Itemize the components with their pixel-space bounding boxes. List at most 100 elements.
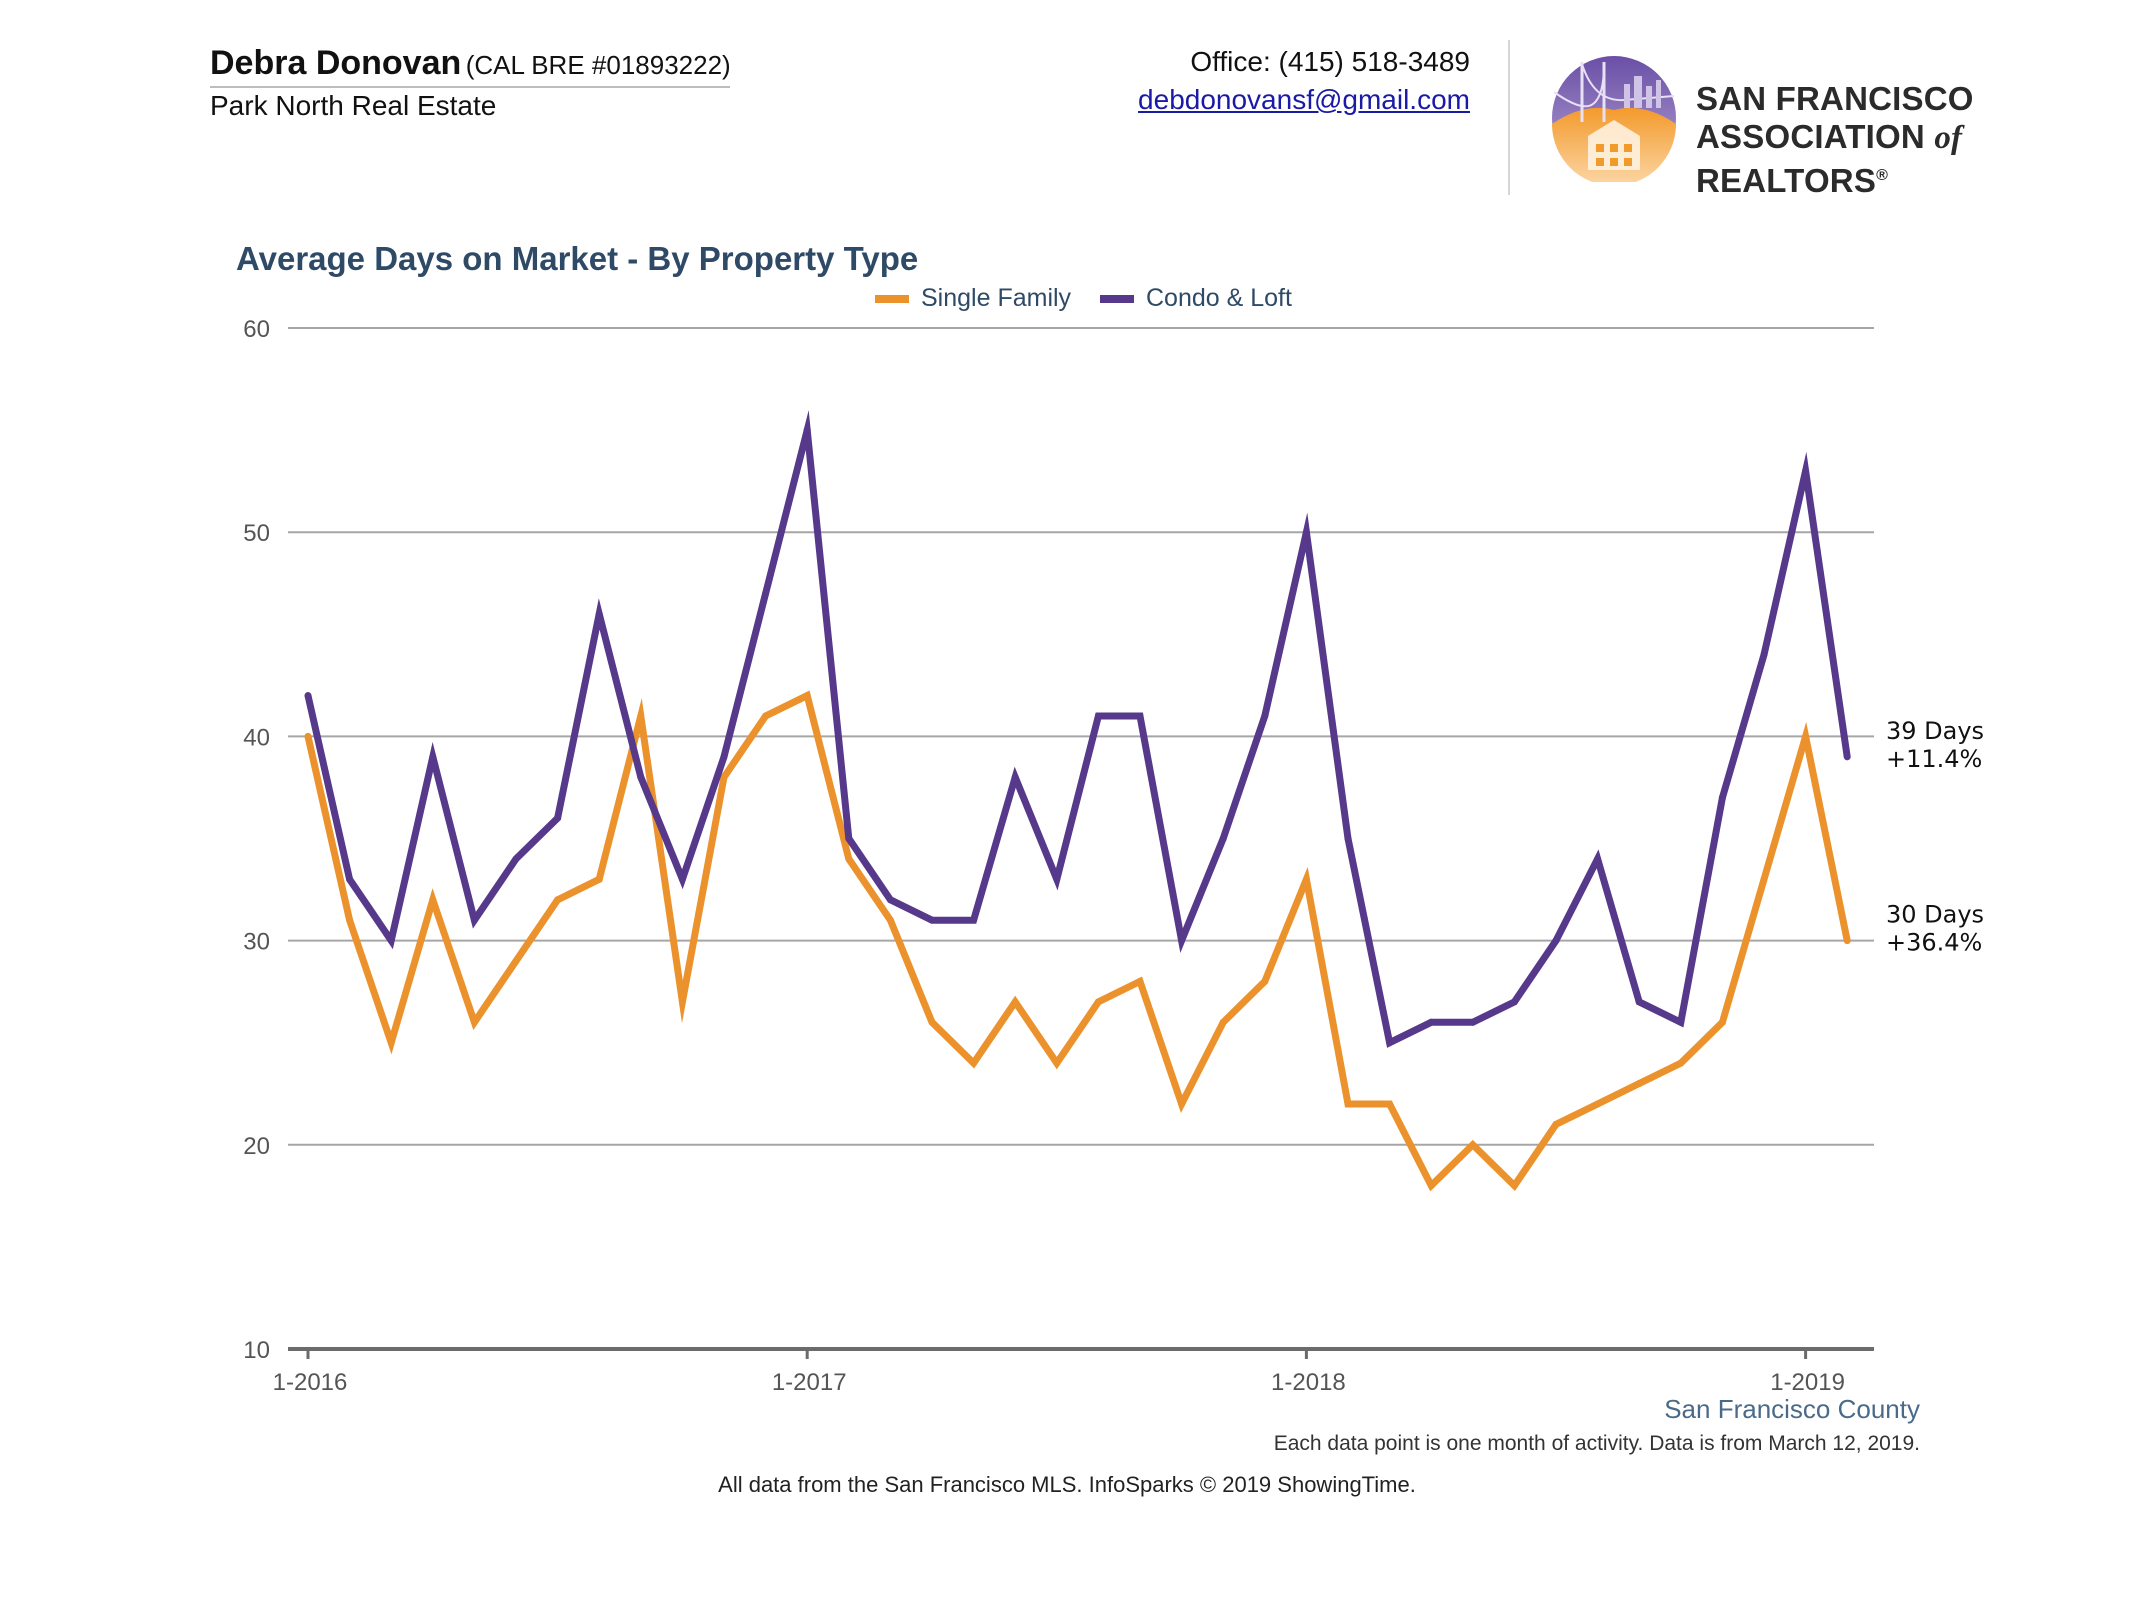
office-phone: Office: (415) 518-3489 <box>1190 46 1470 77</box>
data-point <box>1760 875 1768 883</box>
data-point <box>1427 1182 1435 1190</box>
data-point <box>1053 875 1061 883</box>
end-label-change: +36.4% <box>1886 929 1982 957</box>
data-point <box>678 998 686 1006</box>
legend-label-single-family: Single Family <box>921 284 1072 312</box>
data-point <box>595 875 603 883</box>
data-point <box>886 896 894 904</box>
series-line-single-family <box>304 690 1851 1192</box>
org-name-realtors: REALTORS <box>1696 162 1877 199</box>
data-point <box>1136 712 1144 720</box>
data-point <box>1178 1100 1186 1108</box>
data-point <box>429 753 437 761</box>
data-point <box>1635 1080 1643 1088</box>
legend-item-condo-loft: Condo & Loft <box>1100 284 1292 313</box>
data-point <box>1677 1018 1685 1026</box>
contact-info: Office: (415) 518-3489 debdonovansf@gmai… <box>1138 46 1470 116</box>
end-label-change: +11.4% <box>1886 745 1982 773</box>
x-tick-label: 1-2019 <box>1770 1369 1845 1396</box>
data-point <box>845 835 853 842</box>
data-point <box>595 610 603 618</box>
sfar-logo-icon <box>1552 56 1676 182</box>
data-point <box>554 896 562 904</box>
data-point <box>512 855 520 863</box>
data-point <box>845 855 853 863</box>
series-line-condo-loft <box>304 410 1851 1048</box>
org-name-association: ASSOCIATION <box>1696 118 1935 155</box>
data-point <box>1677 1059 1685 1067</box>
data-point <box>1510 998 1518 1006</box>
data-point <box>387 937 395 945</box>
data-point <box>470 1018 478 1026</box>
org-name: SAN FRANCISCO ASSOCIATION of REALTORS® <box>1696 80 2134 200</box>
chart-legend: Single Family Condo & Loft <box>0 284 2134 318</box>
data-point <box>429 896 437 904</box>
data-point <box>346 875 354 883</box>
chart-title: Average Days on Market - By Property Typ… <box>236 240 919 277</box>
org-name-line1: SAN FRANCISCO <box>1696 80 1974 117</box>
data-point <box>678 875 686 883</box>
end-label-days: 39 Days <box>1886 717 1984 745</box>
data-point <box>1386 1039 1394 1047</box>
agent-info: Debra Donovan (CAL BRE #01893222) <box>210 44 731 83</box>
y-tick-label: 20 <box>243 1133 270 1160</box>
county-label: San Francisco County <box>1664 1394 1920 1424</box>
y-tick-label: 10 <box>243 1337 270 1364</box>
data-point <box>470 916 478 924</box>
data-point <box>1469 1141 1477 1149</box>
y-tick-label: 40 <box>243 724 270 751</box>
agent-license: (CAL BRE #01893222) <box>465 50 731 80</box>
data-point <box>1718 1018 1726 1026</box>
email-link[interactable]: debdonovansf@gmail.com <box>1138 84 1470 115</box>
data-point <box>1635 998 1643 1006</box>
data-point <box>304 732 312 740</box>
data-point <box>554 814 562 822</box>
data-point <box>970 916 978 924</box>
data-point <box>1594 1100 1602 1108</box>
agent-name: Debra Donovan <box>210 44 462 82</box>
data-point <box>1344 1100 1352 1108</box>
y-tick-label: 50 <box>243 520 270 547</box>
data-point <box>1053 1059 1061 1067</box>
data-point <box>1843 753 1851 761</box>
data-point <box>1843 937 1851 945</box>
agent-divider <box>210 86 730 88</box>
source-note: All data from the San Francisco MLS. Inf… <box>718 1472 1416 1497</box>
x-tick-label: 1-2017 <box>772 1369 847 1396</box>
agent-company: Park North Real Estate <box>210 90 497 121</box>
data-point <box>1178 937 1186 945</box>
legend-swatch-condo-loft <box>1100 294 1134 303</box>
data-point <box>637 773 645 781</box>
data-point <box>346 916 354 924</box>
data-point <box>1802 732 1810 740</box>
y-tick-label: 60 <box>243 316 270 343</box>
data-point <box>1136 977 1144 985</box>
data-point <box>1386 1100 1394 1108</box>
data-point <box>387 1039 395 1047</box>
data-point <box>1094 998 1102 1006</box>
data-point <box>1011 998 1019 1006</box>
data-point <box>1302 875 1310 883</box>
data-point <box>1344 835 1352 842</box>
data-point <box>1261 977 1269 985</box>
data-point <box>1718 794 1726 802</box>
org-name-line2: ASSOCIATION of REALTORS® <box>1696 118 2134 200</box>
data-point <box>1552 937 1560 945</box>
data-point <box>1302 528 1310 536</box>
data-point <box>1219 1018 1227 1026</box>
header-divider <box>1508 40 1510 195</box>
data-point <box>304 692 312 700</box>
data-point <box>803 426 811 434</box>
data-point <box>637 712 645 720</box>
data-point <box>1760 651 1768 659</box>
data-point <box>928 916 936 924</box>
data-point <box>762 712 770 720</box>
y-tick-label: 30 <box>243 929 270 956</box>
legend-label-condo-loft: Condo & Loft <box>1146 284 1292 312</box>
x-tick-label: 1-2018 <box>1271 1369 1346 1396</box>
data-point <box>928 1018 936 1026</box>
data-point <box>720 753 728 761</box>
data-point <box>1594 855 1602 863</box>
data-point <box>1427 1018 1435 1026</box>
data-point <box>1011 773 1019 781</box>
